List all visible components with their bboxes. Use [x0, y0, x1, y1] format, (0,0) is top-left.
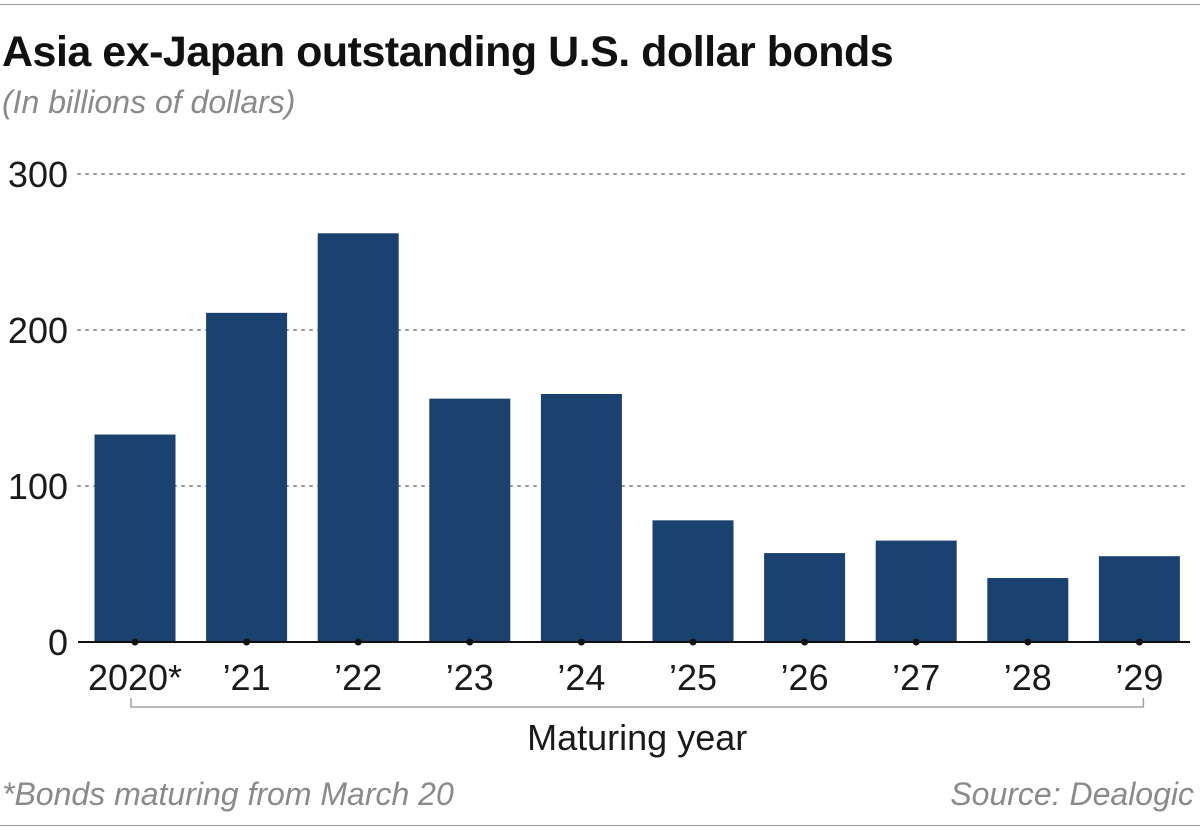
footnote: *Bonds maturing from March 20: [2, 776, 454, 812]
y-tick-label: 200: [8, 310, 68, 351]
x-tick-label: ’23: [446, 657, 494, 698]
x-axis-bracket: [130, 698, 1145, 708]
x-tick-dot: [577, 638, 585, 646]
x-tick-dot: [1024, 638, 1032, 646]
x-tick-dot: [354, 638, 362, 646]
chart-subtitle: (In billions of dollars): [2, 84, 296, 120]
x-tick-dot: [243, 638, 251, 646]
x-tick-label: ’21: [223, 657, 271, 698]
bar: [540, 393, 622, 642]
x-tick-label: ’27: [892, 657, 940, 698]
y-tick-label: 300: [8, 154, 68, 195]
x-tick-dot: [466, 638, 474, 646]
x-tick-dot: [131, 638, 139, 646]
bar: [429, 398, 511, 642]
bar: [875, 540, 957, 642]
x-tick-label: ’25: [669, 657, 717, 698]
x-tick-label: ’26: [781, 657, 829, 698]
x-axis-title: Maturing year: [527, 717, 747, 758]
bar-layer: [94, 233, 1180, 642]
top-rule: [0, 4, 1200, 5]
y-tick-label: 100: [8, 466, 68, 507]
bar: [987, 578, 1069, 642]
x-tick-label: ’24: [557, 657, 605, 698]
x-tick-dot: [1135, 638, 1143, 646]
bar: [764, 553, 846, 642]
chart-title: Asia ex-Japan outstanding U.S. dollar bo…: [2, 28, 894, 76]
x-tick-label: ’22: [334, 657, 382, 698]
bar: [94, 434, 176, 642]
x-tick-dot: [801, 638, 809, 646]
bar: [1098, 556, 1180, 642]
source-note: Source: Dealogic: [950, 776, 1194, 812]
x-tick-dot: [912, 638, 920, 646]
bar: [317, 233, 399, 642]
bar: [206, 312, 288, 642]
y-tick-label: 0: [48, 622, 68, 663]
x-tick-label: ’28: [1004, 657, 1052, 698]
bar: [652, 520, 734, 642]
axis-layer: 0 100 200 300 2020* ’21 ’22 ’23 ’24 ’25 ’26 ’27 ’28 ’…: [8, 154, 1190, 758]
x-tick-dot: [689, 638, 697, 646]
x-tick-label: 2020*: [88, 657, 182, 698]
x-tick-label: ’29: [1115, 657, 1163, 698]
bottom-rule: [0, 825, 1200, 826]
